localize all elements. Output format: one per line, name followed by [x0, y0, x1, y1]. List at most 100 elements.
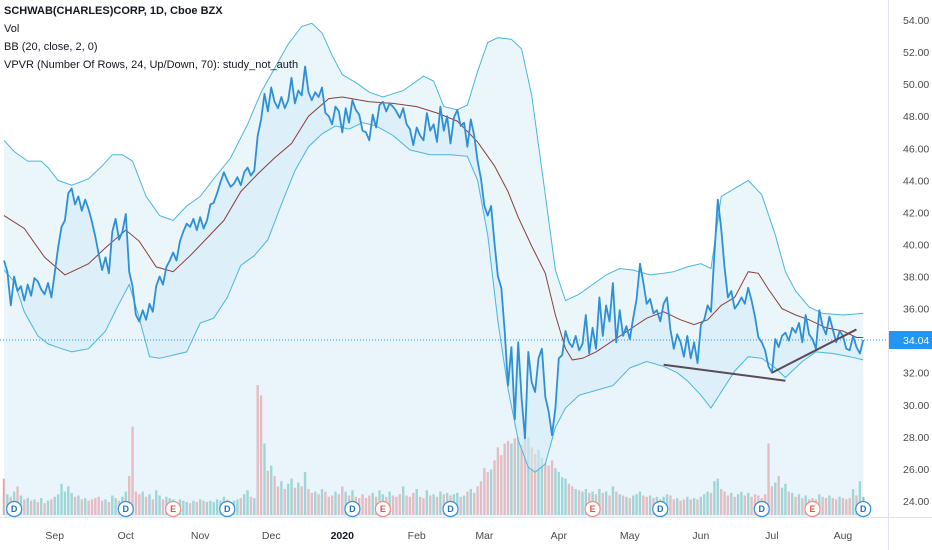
volume-bar [432, 494, 435, 515]
volume-bar [469, 489, 473, 515]
volume-bar [456, 492, 459, 515]
earnings-marker[interactable] [165, 500, 182, 518]
volume-bar [642, 495, 645, 515]
volume-bar [107, 502, 111, 515]
legend-volume[interactable]: Vol [4, 23, 20, 35]
earnings-marker[interactable] [804, 500, 821, 518]
volume-bar [598, 489, 601, 515]
volume-bar [310, 492, 314, 515]
volume-bar [242, 494, 246, 515]
price-area-fill [4, 66, 864, 517]
volume-bar [280, 481, 283, 515]
volume-bar [405, 495, 408, 515]
earnings-marker[interactable] [374, 500, 391, 518]
volume-bar [199, 499, 202, 515]
volume-bar [506, 440, 510, 515]
volume-bar [533, 453, 537, 515]
volume-bar [743, 495, 747, 515]
x-tick-label: Sep [45, 530, 64, 542]
volume-bar [797, 494, 801, 515]
volume-bar [828, 495, 831, 515]
dividend-marker[interactable] [344, 500, 361, 518]
volume-bar [726, 495, 730, 515]
volume-bar [209, 500, 212, 515]
volume-bar [648, 495, 652, 515]
volume-bar [330, 495, 334, 515]
dividend-marker[interactable] [117, 500, 134, 518]
volume-bar [158, 495, 161, 515]
volume-bar [604, 491, 608, 515]
volume-bar [236, 499, 239, 515]
volume-bar [547, 465, 550, 515]
current-price-label: 34.04 [903, 335, 929, 347]
volume-bar [314, 491, 317, 515]
dividend-marker[interactable] [855, 500, 872, 518]
volume-bar [750, 496, 753, 515]
price-line[interactable] [3, 65, 865, 440]
legend-bollinger-bands[interactable]: BB (20, close, 2, 0) [4, 41, 98, 53]
volume-bar [520, 444, 523, 515]
volume-bar [46, 500, 50, 515]
volume-bar [473, 492, 476, 515]
volume-bar [638, 491, 642, 515]
volume-bar [337, 494, 341, 515]
legend-symbol[interactable]: SCHWAB(CHARLES)CORP, 1D, Cboe BZX [4, 5, 223, 17]
volume-bar [723, 491, 726, 515]
volume-bar [84, 498, 87, 515]
volume-bar [740, 491, 743, 515]
volume-bar [50, 499, 53, 515]
legend-vpvr[interactable]: VPVR (Number Of Rows, 24, Up/Down, 70): … [4, 59, 299, 71]
volume-bar [273, 476, 276, 515]
volume-bar [686, 496, 689, 515]
trendline[interactable] [771, 328, 857, 374]
volume-bar [537, 450, 540, 515]
volume-bar [249, 496, 253, 515]
volume-bar [845, 499, 848, 515]
volume-bar [429, 495, 432, 515]
bollinger-basis-line [3, 96, 864, 361]
earnings-marker-label: E [590, 504, 596, 514]
volume-bar [706, 491, 709, 515]
trendline[interactable] [663, 363, 786, 382]
dividend-marker[interactable] [753, 500, 770, 518]
dividend-marker[interactable] [652, 500, 669, 518]
volume-bar [439, 491, 442, 515]
volume-bar [361, 494, 364, 515]
x-tick-label: 2020 [331, 530, 355, 542]
volume-bar [510, 443, 513, 515]
dividend-marker[interactable] [442, 500, 459, 518]
volume-bar [398, 494, 401, 515]
earnings-marker-label: E [809, 504, 815, 514]
volume-bar [138, 494, 141, 515]
volume-bar [632, 495, 635, 515]
earnings-marker[interactable] [584, 500, 601, 518]
volume-bar [787, 491, 790, 515]
volume-bar [26, 498, 29, 515]
volume-bar [544, 463, 547, 515]
y-tick-label: 46.00 [903, 143, 929, 155]
x-tick-label: Oct [118, 530, 134, 542]
volume-bar [148, 494, 151, 515]
volume-bar [736, 494, 740, 515]
volume-bar [16, 486, 19, 515]
bollinger-upper-line [3, 22, 864, 316]
volume-bar [784, 483, 787, 515]
volume-bar [263, 443, 266, 515]
volume-bar [493, 460, 496, 515]
volume-bar [70, 492, 73, 515]
volume-bar [645, 496, 648, 515]
volume-bar [503, 443, 506, 515]
volume-bar [73, 496, 77, 515]
volume-bar [23, 499, 26, 515]
y-tick-label: 36.00 [903, 304, 929, 316]
y-tick-label: 50.00 [903, 79, 929, 91]
dividend-marker[interactable] [219, 500, 236, 518]
volume-bar [270, 465, 273, 515]
volume-bar [182, 500, 185, 515]
volume-bar [127, 476, 131, 515]
y-tick-label: 28.00 [903, 432, 929, 444]
volume-bar [215, 499, 219, 515]
current-price-badge [889, 331, 932, 350]
dividend-marker[interactable] [6, 500, 23, 518]
